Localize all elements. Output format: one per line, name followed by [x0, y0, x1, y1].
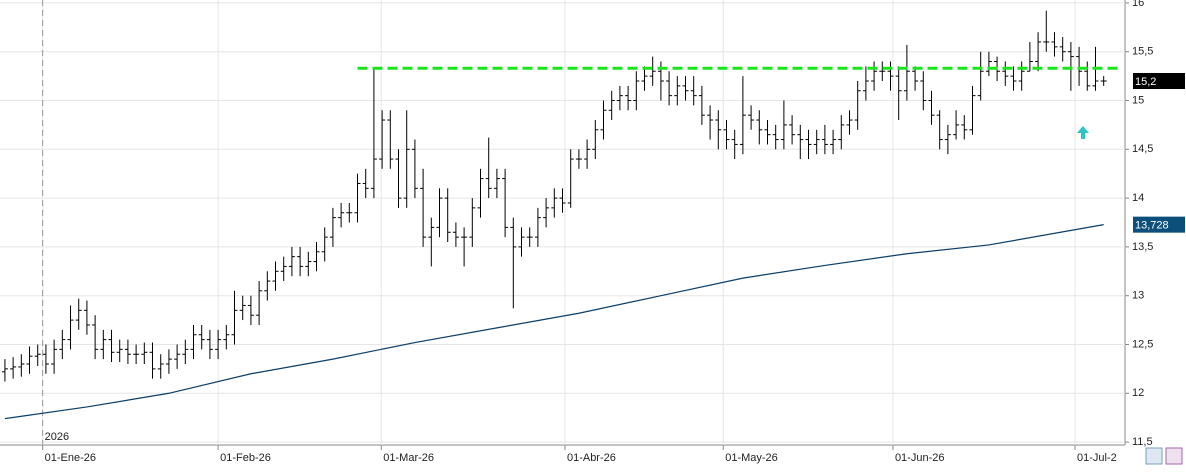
moving-average	[4, 224, 1104, 420]
x-tick-label: 01-Jul-2	[1077, 452, 1117, 464]
signal-arrow	[1077, 126, 1089, 139]
y-tick-label: 14,5	[1132, 143, 1153, 155]
x-tick-label: 01-Abr-26	[567, 452, 616, 464]
x-tick-label: 01-May-26	[725, 452, 778, 464]
y-tick-label: 14	[1132, 192, 1144, 204]
last-price-label: 15,2	[1135, 76, 1156, 88]
x-tick-label: 01-Mar-26	[383, 452, 434, 464]
y-tick-label: 15,5	[1132, 46, 1153, 58]
y-tick-label: 13	[1132, 290, 1144, 302]
ma-label: 13,728	[1135, 220, 1169, 232]
save-button[interactable]	[1165, 447, 1183, 465]
x-tick-label: 01-Feb-26	[220, 452, 271, 464]
y-tick-label: 15	[1132, 94, 1144, 106]
x-tick-label: 01-Jun-26	[895, 452, 945, 464]
zoom-button[interactable]	[1145, 447, 1163, 465]
y-tick-label: 12,5	[1132, 338, 1153, 350]
y-tick-label: 12	[1132, 387, 1144, 399]
y-tick-label: 16	[1132, 0, 1144, 9]
year-label: 2026	[45, 431, 69, 443]
ma-label-box	[1133, 216, 1185, 233]
last-price-label-box	[1133, 72, 1185, 89]
x-tick-label: 01-Ene-26	[45, 452, 96, 464]
y-tick-label: 11,5	[1132, 436, 1153, 448]
y-tick-label: 13,5	[1132, 241, 1153, 253]
